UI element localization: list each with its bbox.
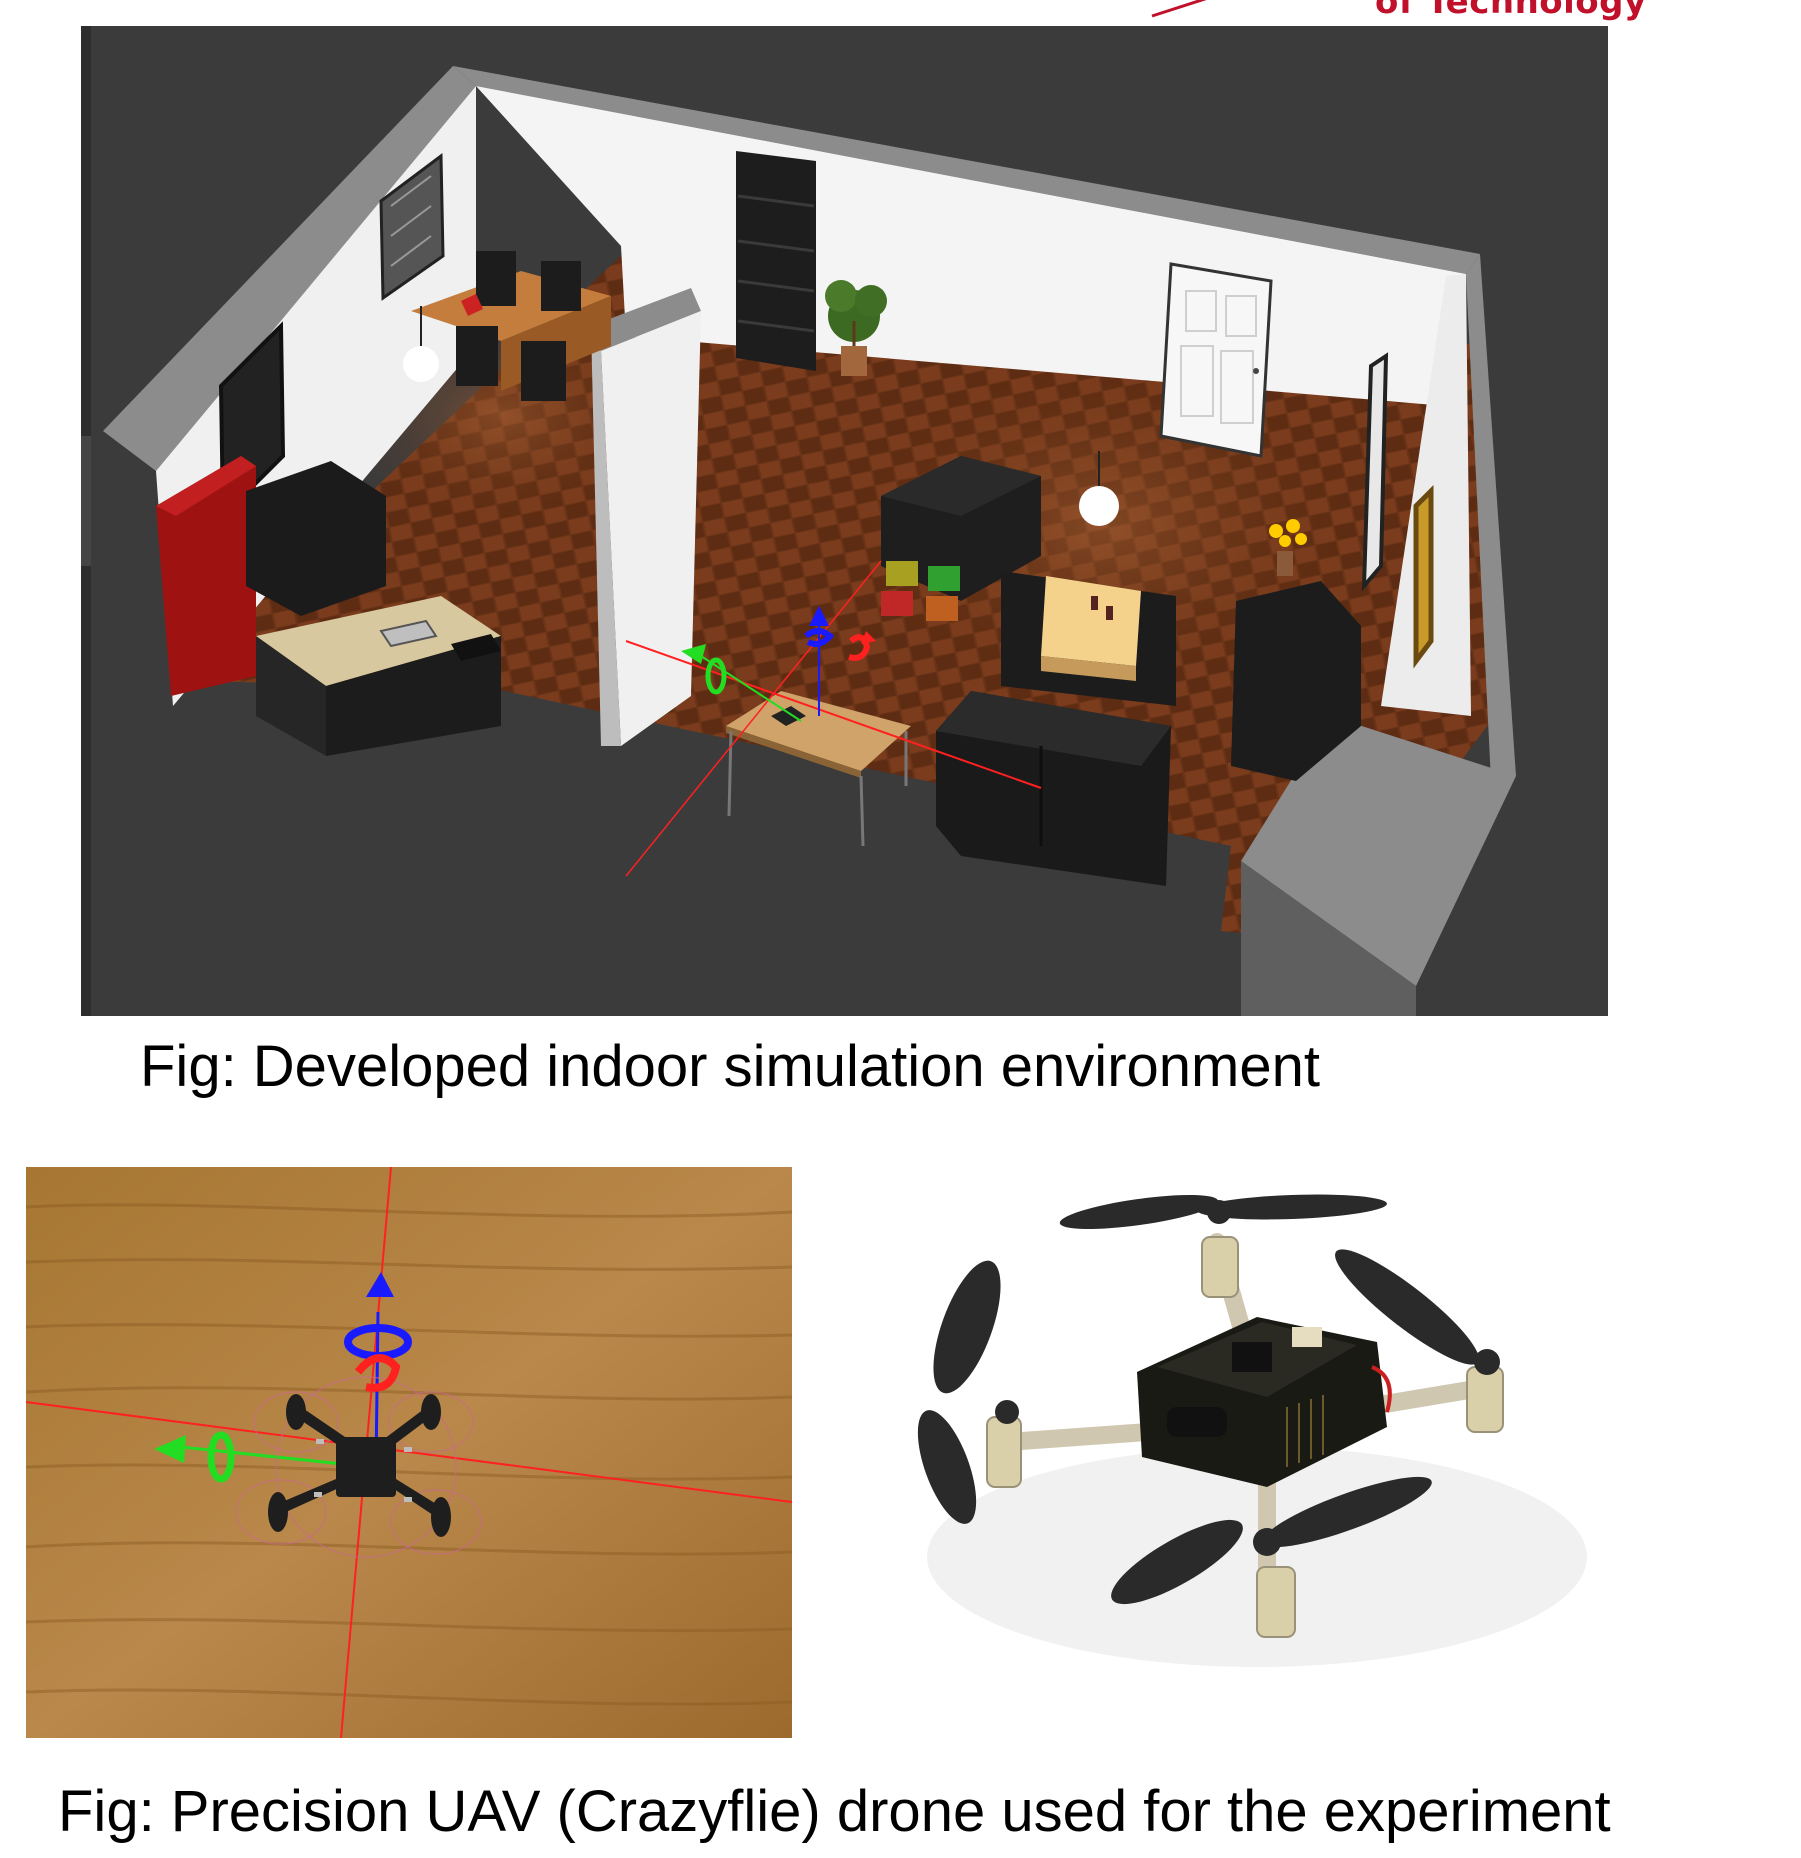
- sim-z-axis-arrow-icon[interactable]: [366, 1272, 394, 1297]
- drone-sim-scene: [26, 1167, 792, 1738]
- crazyflie-drone-image: [867, 1167, 1632, 1742]
- simulated-drone-view[interactable]: [26, 1167, 792, 1738]
- z-axis-arrow-icon[interactable]: [809, 606, 829, 626]
- caption-crazyflie-drone: Fig: Precision UAV (Crazyflie) drone use…: [58, 1779, 1611, 1844]
- crazyflie-photo: [867, 1167, 1632, 1742]
- simulation-environment-view[interactable]: [81, 26, 1608, 1016]
- logo-swoosh-icon: [1151, 0, 1207, 18]
- sim-y-axis-arrow-icon[interactable]: [154, 1435, 186, 1463]
- room-scene: [81, 26, 1608, 1016]
- x-axis-arrow-icon[interactable]: [861, 631, 876, 644]
- institution-logo-text: of Technology: [1375, 0, 1647, 22]
- y-axis-arrow-icon[interactable]: [681, 644, 706, 664]
- caption-simulation-environment: Fig: Developed indoor simulation environ…: [140, 1034, 1320, 1099]
